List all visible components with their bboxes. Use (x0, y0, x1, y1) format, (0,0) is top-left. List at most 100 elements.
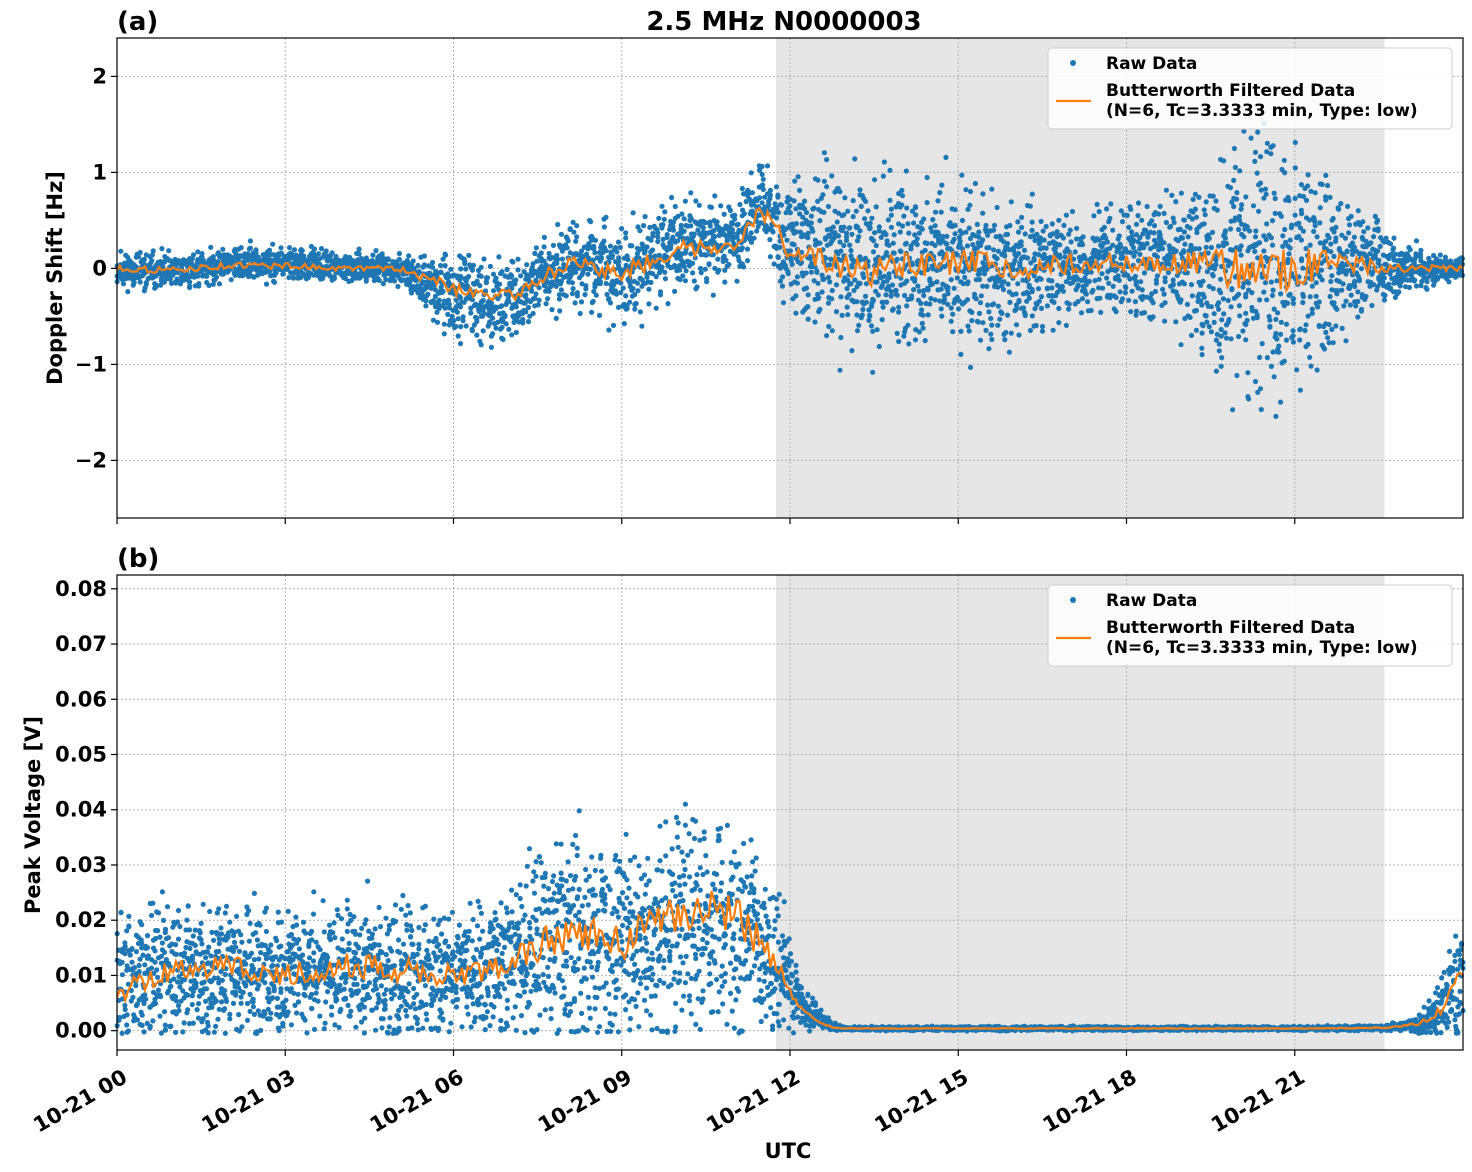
raw-data-point (1196, 194, 1202, 200)
raw-data-point (760, 182, 766, 188)
raw-data-point (1227, 185, 1234, 191)
raw-data-point (814, 269, 820, 275)
raw-data-point (139, 940, 145, 946)
raw-data-point (1069, 208, 1076, 215)
raw-data-point (149, 965, 155, 971)
raw-data-point (192, 942, 198, 949)
raw-data-point (773, 215, 780, 221)
raw-data-point (180, 1029, 186, 1035)
raw-data-point (549, 307, 555, 313)
raw-data-point (1331, 300, 1337, 306)
raw-data-point (983, 222, 989, 229)
raw-data-point (207, 908, 213, 915)
raw-data-point (1243, 194, 1249, 200)
raw-data-point (1269, 292, 1276, 299)
raw-data-point (515, 267, 521, 273)
raw-data-point (722, 279, 728, 285)
raw-data-point (139, 922, 145, 928)
raw-data-point (1325, 335, 1331, 341)
raw-data-point (1150, 314, 1156, 320)
raw-data-point (218, 925, 224, 931)
raw-data-point (1327, 293, 1333, 300)
raw-data-point (1309, 283, 1315, 289)
raw-data-point (1190, 196, 1196, 202)
raw-data-point (659, 264, 665, 270)
raw-data-point (149, 912, 155, 919)
raw-data-point (846, 291, 852, 298)
raw-data-point (690, 260, 696, 266)
raw-data-point (1218, 276, 1224, 282)
raw-data-point (126, 913, 132, 920)
raw-data-point (1268, 235, 1274, 241)
raw-data-point (1031, 257, 1037, 263)
raw-data-point (1391, 235, 1397, 241)
raw-data-point (438, 269, 444, 276)
raw-data-point (1234, 190, 1240, 196)
raw-data-point (800, 214, 806, 220)
raw-data-point (316, 251, 322, 257)
raw-data-point (1363, 293, 1369, 300)
raw-data-point (886, 242, 892, 248)
raw-data-point (532, 295, 538, 301)
raw-data-point (1216, 243, 1222, 249)
raw-data-point (588, 219, 594, 225)
raw-data-point (510, 259, 516, 265)
raw-data-point (644, 244, 650, 250)
raw-data-point (543, 301, 549, 307)
raw-data-point (469, 297, 475, 303)
raw-data-point (1128, 206, 1134, 212)
raw-data-point (1002, 253, 1008, 259)
raw-data-point (1004, 231, 1011, 237)
raw-data-point (878, 234, 884, 240)
raw-data-point (569, 280, 576, 286)
raw-data-point (1369, 302, 1375, 309)
raw-data-point (585, 271, 591, 277)
raw-data-point (897, 229, 903, 235)
raw-data-point (963, 229, 969, 235)
raw-data-point (173, 951, 179, 958)
raw-data-point (1269, 218, 1276, 224)
raw-data-point (1346, 222, 1353, 228)
raw-data-point (795, 174, 801, 180)
raw-data-point (943, 154, 949, 160)
chart-title: 2.5 MHz N0000003 (646, 7, 921, 37)
raw-data-point (1375, 217, 1381, 223)
raw-data-point (675, 213, 681, 219)
raw-data-point (1268, 279, 1274, 285)
raw-data-point (896, 309, 902, 315)
raw-data-point (1377, 243, 1383, 249)
raw-data-point (236, 948, 242, 955)
raw-data-point (848, 281, 854, 287)
raw-data-point (988, 315, 994, 322)
raw-data-point (1343, 338, 1349, 344)
raw-data-point (220, 246, 226, 252)
raw-data-point (854, 299, 860, 305)
raw-data-point (1348, 292, 1354, 298)
raw-data-point (680, 273, 686, 279)
raw-data-point (653, 305, 659, 311)
raw-data-point (1256, 208, 1262, 214)
raw-data-point (1297, 337, 1303, 343)
raw-data-point (881, 273, 888, 279)
raw-data-point (995, 303, 1002, 309)
raw-data-point (967, 202, 973, 208)
raw-data-point (1273, 330, 1279, 337)
raw-data-point (791, 198, 797, 204)
raw-data-point (484, 275, 491, 281)
raw-data-point (1296, 220, 1302, 226)
raw-data-point (980, 237, 986, 243)
raw-data-point (474, 278, 480, 284)
raw-data-point (219, 999, 225, 1005)
raw-data-point (1360, 219, 1366, 225)
raw-data-point (890, 306, 896, 312)
raw-data-point (1126, 297, 1132, 303)
raw-data-point (1094, 201, 1100, 207)
raw-data-point (1317, 220, 1323, 226)
raw-data-point (208, 953, 214, 959)
raw-data-point (160, 917, 167, 924)
raw-data-point (1243, 310, 1249, 316)
raw-data-point (735, 221, 741, 227)
raw-data-point (593, 292, 599, 298)
raw-data-point (744, 246, 751, 252)
raw-data-point (1227, 226, 1234, 232)
